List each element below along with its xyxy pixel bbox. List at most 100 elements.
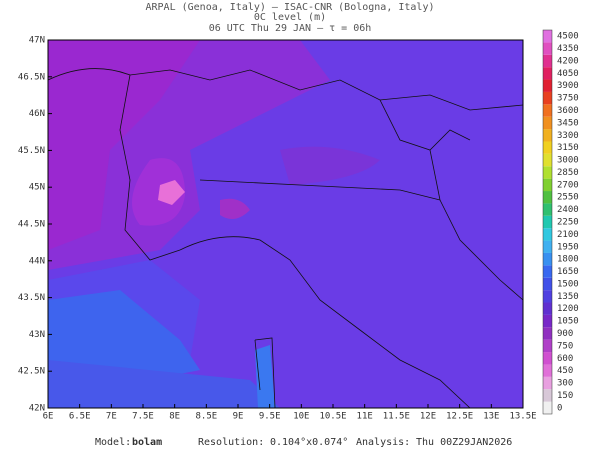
footer-value: 0.104°x0.074° xyxy=(270,437,348,448)
lon-label: 6E xyxy=(43,412,54,422)
footer: Model: bolam Resolution: 0.104°x0.074° A… xyxy=(95,437,512,448)
field xyxy=(48,360,280,408)
lon-label: 12.5E xyxy=(446,412,473,422)
colorbar-label: 3750 xyxy=(557,94,579,104)
colorbar-swatch xyxy=(543,314,552,328)
footer-label: Analysis: xyxy=(356,437,410,448)
colorbar-swatch xyxy=(543,376,552,390)
lon-label: 7.5E xyxy=(132,412,154,422)
footer-label: Resolution: xyxy=(198,437,264,448)
lon-label: 9E xyxy=(233,412,244,422)
lat-label: 44N xyxy=(29,256,45,266)
colorbar-swatch xyxy=(543,116,552,130)
lat-label: 45N xyxy=(29,183,45,193)
colorbar-label: 4200 xyxy=(557,56,579,66)
colorbar-swatch xyxy=(543,290,552,303)
colorbar-swatch xyxy=(543,240,552,253)
lon-label: 11.5E xyxy=(383,412,410,422)
lat-label: 43.5N xyxy=(18,293,45,303)
header-line: 0C level (m) xyxy=(254,12,326,23)
colorbar-label: 1800 xyxy=(557,255,579,265)
colorbar-swatch xyxy=(543,42,552,55)
colorbar-label: 3600 xyxy=(557,106,579,116)
colorbar-swatch xyxy=(543,277,552,291)
footer-value: bolam xyxy=(132,437,162,448)
colorbar-label: 4500 xyxy=(557,32,579,42)
colorbar-label: 1050 xyxy=(557,317,579,327)
colorbar-swatch xyxy=(543,339,552,353)
colorbar-swatch xyxy=(543,178,552,192)
colorbar-label: 3900 xyxy=(557,81,579,91)
colorbar-swatch xyxy=(543,191,552,204)
lat-label: 42N xyxy=(29,404,45,414)
colorbar-label: 1500 xyxy=(557,279,579,289)
lat-label: 46N xyxy=(29,109,45,119)
lat-label: 43N xyxy=(29,330,45,340)
colorbar-label: 1200 xyxy=(557,304,579,314)
colorbar-label: 2850 xyxy=(557,168,579,178)
colorbar-label: 750 xyxy=(557,341,573,351)
colorbar-label: 3150 xyxy=(557,143,579,153)
field xyxy=(158,180,185,205)
colorbar-swatch xyxy=(543,79,552,92)
lon-label: 6.5E xyxy=(69,412,91,422)
borders xyxy=(48,68,523,408)
colorbar-swatch xyxy=(543,30,552,43)
colorbar-label: 900 xyxy=(557,329,573,339)
lon-label: 13.5E xyxy=(509,412,536,422)
lat-label: 45.5N xyxy=(18,146,45,156)
colorbar-swatch xyxy=(543,252,552,266)
footer-label: Model: xyxy=(95,437,131,448)
field xyxy=(132,158,185,226)
colorbar-label: 2250 xyxy=(557,218,579,228)
lon-label: 10.5E xyxy=(319,412,346,422)
field xyxy=(48,40,200,250)
colorbar-swatch xyxy=(543,302,552,315)
colorbar-swatch xyxy=(543,67,552,80)
colorbar-swatch xyxy=(543,166,552,179)
colorbar-swatch xyxy=(543,327,552,340)
colorbar-swatch xyxy=(543,141,552,154)
lon-label: 12E xyxy=(420,412,436,422)
colorbar-swatch xyxy=(543,352,552,365)
lon-label: 8E xyxy=(169,412,180,422)
colorbar-label: 150 xyxy=(557,391,573,401)
lon-label: 8.5E xyxy=(195,412,217,422)
footer-value: Thu 00Z29JAN2026 xyxy=(416,437,512,448)
lat-label: 44.5N xyxy=(18,220,45,230)
field xyxy=(220,198,250,219)
lon-label: 11E xyxy=(357,412,373,422)
colorbar-swatch xyxy=(543,54,552,68)
field xyxy=(280,146,380,185)
colorbar-swatch xyxy=(543,129,552,142)
colorbar-swatch xyxy=(543,153,552,167)
colorbar-label: 4350 xyxy=(557,44,579,54)
colorbar-frame xyxy=(542,29,553,415)
colorbar-label: 450 xyxy=(557,366,573,376)
header-line: 06 UTC Thu 29 JAN — τ = 06h xyxy=(209,23,372,34)
colorbar-label: 3000 xyxy=(557,156,579,166)
field xyxy=(255,345,275,408)
lon-label: 7E xyxy=(106,412,117,422)
lon-label: 13E xyxy=(483,412,499,422)
lat-label: 46.5N xyxy=(18,72,45,82)
lon-label: 10E xyxy=(293,412,309,422)
colorbar-label: 1650 xyxy=(557,267,579,277)
colorbar-label: 2550 xyxy=(557,193,579,203)
colorbar-label: 1350 xyxy=(557,292,579,302)
colorbar-label: 1950 xyxy=(557,242,579,252)
colorbar-label: 2100 xyxy=(557,230,579,240)
colorbar-label: 4050 xyxy=(557,69,579,79)
colorbar-label: 600 xyxy=(557,354,573,364)
colorbar-swatch xyxy=(543,364,552,377)
colorbar-label: 3300 xyxy=(557,131,579,141)
colorbar-swatch xyxy=(543,389,552,402)
colorbar-swatch xyxy=(543,401,552,414)
colorbar-swatch xyxy=(543,203,552,216)
map xyxy=(47,39,524,409)
colorbar-swatch xyxy=(543,228,552,241)
colorbar-label: 0 xyxy=(557,403,562,413)
colorbar-label: 300 xyxy=(557,379,573,389)
lat-label: 47N xyxy=(29,36,45,46)
